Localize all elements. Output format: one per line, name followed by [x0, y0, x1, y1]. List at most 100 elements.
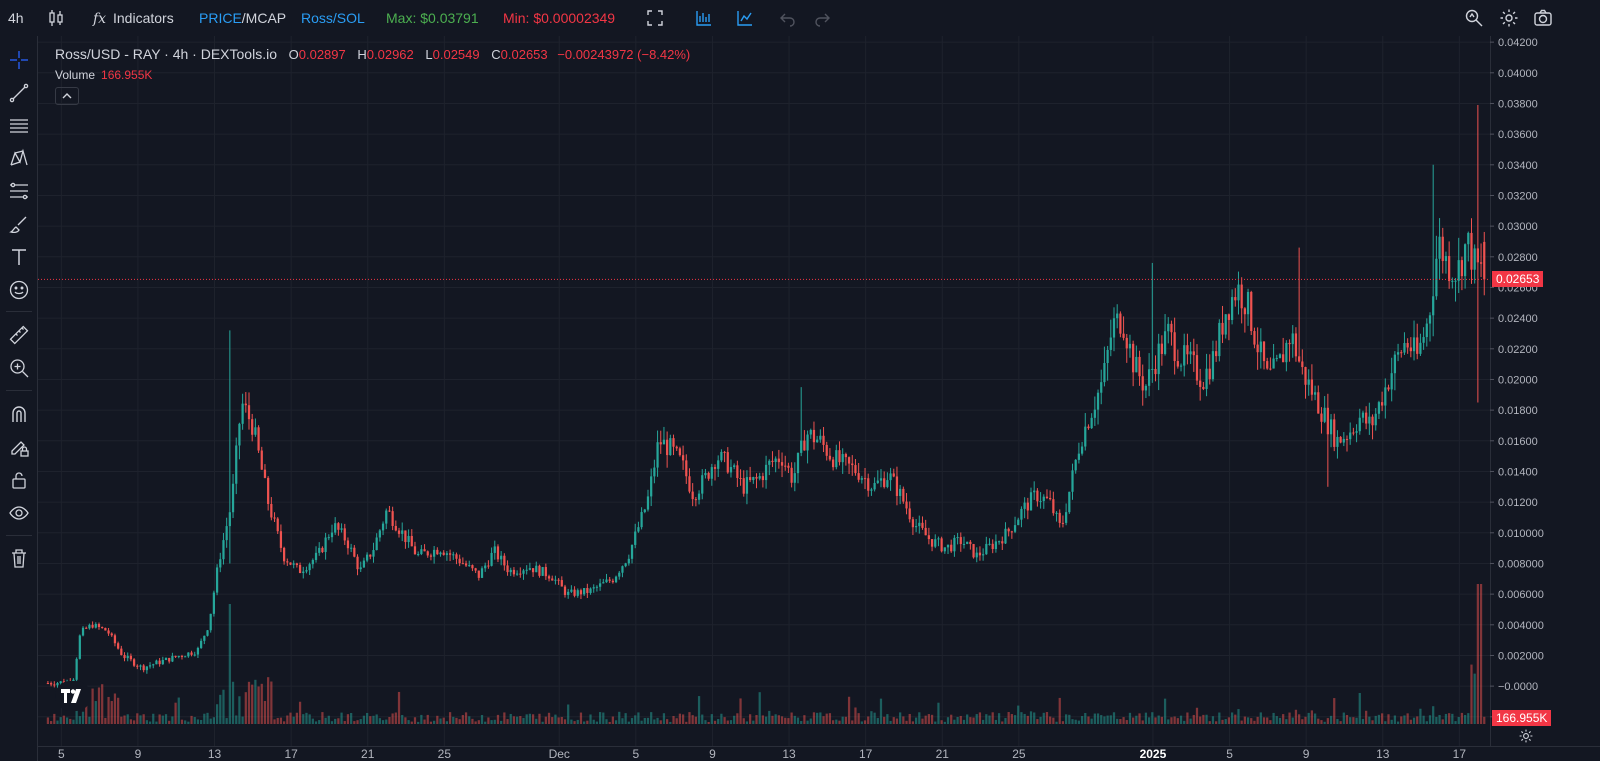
candle-body — [417, 554, 420, 556]
x-tick-label: 9 — [135, 747, 142, 761]
volume-bar — [538, 713, 541, 724]
brush-icon[interactable] — [7, 212, 31, 236]
trend-line-icon[interactable] — [7, 81, 31, 105]
line-chart-icon[interactable] — [733, 6, 757, 30]
candle-body — [605, 579, 608, 583]
candle-body — [101, 626, 104, 628]
price-mcap-toggle[interactable]: PRICE/MCAP — [199, 0, 286, 36]
volume-bar — [768, 710, 771, 724]
candle-body — [1400, 352, 1403, 354]
volume-bar — [407, 720, 410, 724]
symbol-title[interactable]: Ross/USD - RAY · 4h · DEXTools.io — [55, 46, 277, 62]
volume-bar — [1230, 712, 1234, 724]
candle-body — [260, 450, 263, 470]
volume-bar — [123, 715, 126, 724]
candle-body — [136, 665, 139, 667]
bar-chart-icon[interactable] — [692, 6, 716, 30]
volume-bar — [81, 711, 85, 724]
volume-bar — [1412, 717, 1416, 724]
indicators-button[interactable]: Indicators — [113, 0, 174, 36]
fx-icon[interactable]: fx — [88, 6, 112, 30]
tradingview-logo[interactable] — [55, 681, 91, 711]
volume-bar — [1291, 717, 1294, 724]
pattern-icon[interactable] — [7, 146, 31, 170]
y-tick-label: 0.006000 — [1498, 589, 1544, 601]
candle-body — [1416, 337, 1419, 354]
volume-bar — [1301, 719, 1304, 724]
candle-body — [461, 563, 464, 565]
volume-bar — [583, 721, 586, 724]
candle-body — [1454, 280, 1457, 282]
volume-bar — [669, 721, 672, 724]
y-tick-label: 0.01400 — [1498, 466, 1538, 478]
candle-body — [934, 539, 937, 547]
volume-label[interactable]: Volume — [55, 68, 96, 82]
volume-bar — [129, 719, 133, 724]
candle-body — [282, 547, 286, 562]
volume-bar — [707, 721, 710, 724]
chart-area[interactable]: 0.04200 0.04000 0.03800 0.03600 0.03400 0.032… — [38, 36, 1600, 761]
candle-body — [1323, 407, 1326, 422]
candle-body — [800, 440, 803, 453]
collapse-legend-button[interactable] — [55, 87, 79, 105]
candle-body — [215, 567, 219, 593]
volume-bar — [1093, 713, 1096, 724]
redo-icon[interactable] — [810, 6, 834, 30]
y-tick-label: 0.008000 — [1498, 558, 1544, 570]
x-tick-label: 17 — [859, 747, 873, 761]
candle-body — [1170, 323, 1173, 333]
candle-body — [203, 635, 206, 641]
volume-bar — [190, 715, 193, 724]
fullscreen-icon[interactable] — [643, 6, 667, 30]
eye-icon[interactable] — [7, 501, 31, 525]
pair-quote-button[interactable]: Ross/SOL — [301, 0, 365, 36]
volume-bar — [1323, 721, 1326, 724]
lock-icon[interactable] — [7, 468, 31, 492]
candle-body — [1004, 528, 1007, 544]
ruler-icon[interactable] — [7, 323, 31, 347]
magnet-icon[interactable] — [7, 402, 31, 426]
volume-bar — [314, 721, 318, 724]
trash-icon[interactable] — [7, 546, 31, 570]
fib-icon[interactable] — [7, 179, 31, 203]
volume-bar — [892, 717, 895, 724]
text-icon[interactable] — [7, 245, 31, 269]
candle-body — [343, 528, 346, 541]
candle-body — [1224, 314, 1227, 335]
axis-settings-icon[interactable] — [1516, 726, 1536, 746]
candle-body — [1208, 368, 1211, 380]
interval-button[interactable]: 4h — [8, 0, 24, 36]
horizontal-lines-icon[interactable] — [7, 114, 31, 138]
emoji-icon[interactable] — [7, 278, 31, 302]
candle-body — [1163, 331, 1167, 354]
volume-bar — [879, 698, 883, 724]
y-tick-label: 0.01800 — [1498, 405, 1538, 417]
search-zoom-icon[interactable] — [1462, 6, 1486, 30]
candle-body — [927, 535, 930, 540]
y-tick-label: 0.02000 — [1498, 374, 1538, 386]
volume-bar — [94, 701, 97, 724]
candle-body — [110, 633, 113, 636]
price-chart[interactable]: 0.04200 0.04000 0.03800 0.03600 0.03400 0.032… — [38, 36, 1600, 761]
candles-icon[interactable] — [44, 6, 68, 30]
crosshair-icon[interactable] — [7, 48, 31, 72]
volume-bar — [777, 715, 780, 724]
settings-icon[interactable] — [1497, 6, 1521, 30]
volume-bar — [193, 717, 196, 724]
volume-bar — [340, 712, 343, 724]
candle-body — [1301, 361, 1304, 368]
volume-bar — [653, 719, 656, 724]
lock-pencil-icon[interactable] — [7, 435, 31, 459]
volume-bar — [49, 721, 53, 724]
candle-body — [458, 558, 461, 564]
undo-icon[interactable] — [776, 6, 800, 30]
candle-body — [768, 460, 771, 465]
candle-body — [1023, 502, 1026, 509]
candle-body — [940, 538, 943, 552]
candle-body — [755, 477, 758, 479]
volume-bar — [426, 714, 429, 724]
camera-icon[interactable] — [1531, 6, 1555, 30]
toolbar-divider — [6, 390, 32, 391]
zoom-in-icon[interactable] — [7, 356, 31, 380]
candle-body — [822, 435, 825, 445]
